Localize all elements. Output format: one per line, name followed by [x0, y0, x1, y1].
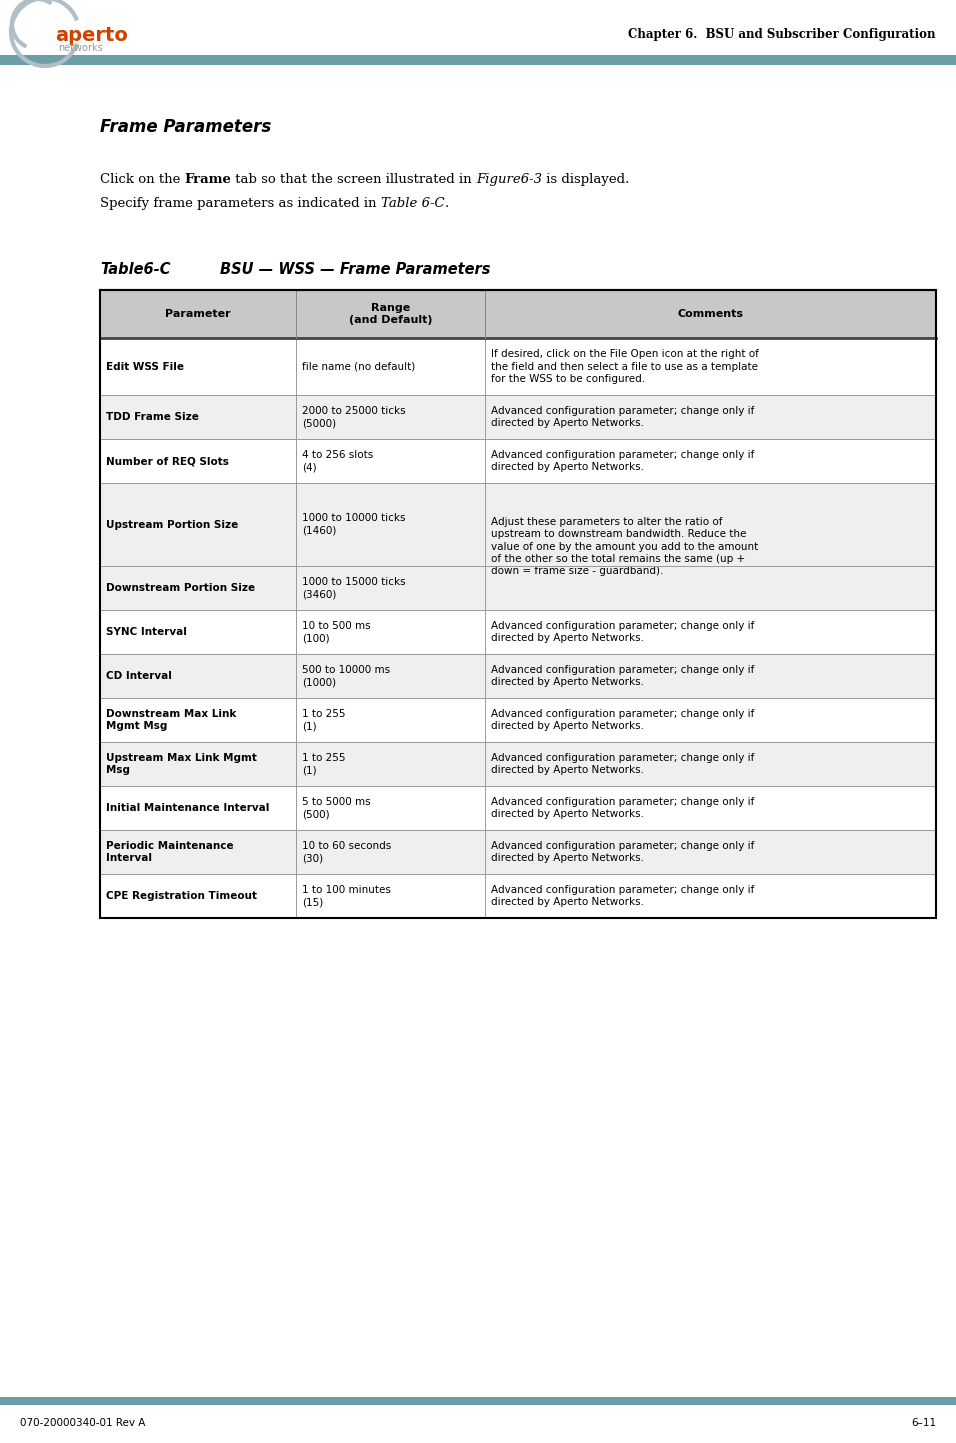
Text: Figure6-3: Figure6-3 — [476, 173, 542, 186]
Text: Downstream Max Link
Mgmt Msg: Downstream Max Link Mgmt Msg — [106, 709, 236, 732]
Bar — [0, 1397, 956, 1405]
Text: Advanced configuration parameter; change only if
directed by Aperto Networks.: Advanced configuration parameter; change… — [490, 753, 754, 775]
Text: 070-20000340-01 Rev A: 070-20000340-01 Rev A — [20, 1418, 145, 1429]
Text: Advanced configuration parameter; change only if
directed by Aperto Networks.: Advanced configuration parameter; change… — [490, 665, 754, 687]
Text: 1000 to 10000 ticks
(1460): 1000 to 10000 ticks (1460) — [302, 514, 406, 535]
Text: file name (no default): file name (no default) — [302, 362, 416, 371]
Text: Comments: Comments — [677, 309, 743, 319]
Text: Range
(and Default): Range (and Default) — [349, 303, 432, 325]
Text: Advanced configuration parameter; change only if
directed by Aperto Networks.: Advanced configuration parameter; change… — [490, 841, 754, 863]
Bar — [100, 610, 936, 654]
Text: Click on the: Click on the — [100, 173, 185, 186]
Text: CD Interval: CD Interval — [106, 671, 172, 681]
Text: is displayed.: is displayed. — [542, 173, 630, 186]
Text: BSU — WSS — Frame Parameters: BSU — WSS — Frame Parameters — [220, 263, 490, 277]
Text: networks: networks — [58, 43, 102, 53]
Text: Advanced configuration parameter; change only if
directed by Aperto Networks.: Advanced configuration parameter; change… — [490, 709, 754, 732]
Text: SYNC Interval: SYNC Interval — [106, 628, 186, 636]
Text: Initial Maintenance Interval: Initial Maintenance Interval — [106, 802, 270, 812]
Bar — [100, 742, 936, 786]
Bar — [100, 830, 936, 874]
Bar — [100, 566, 936, 610]
Bar — [100, 338, 936, 395]
Text: Edit WSS File: Edit WSS File — [106, 362, 184, 371]
Text: CPE Registration Timeout: CPE Registration Timeout — [106, 890, 257, 900]
Text: 1000 to 15000 ticks
(3460): 1000 to 15000 ticks (3460) — [302, 577, 406, 599]
Text: TDD Frame Size: TDD Frame Size — [106, 413, 199, 421]
Text: Advanced configuration parameter; change only if
directed by Aperto Networks.: Advanced configuration parameter; change… — [490, 797, 754, 820]
Text: .: . — [445, 198, 448, 211]
Bar — [100, 874, 936, 918]
Text: 2000 to 25000 ticks
(5000): 2000 to 25000 ticks (5000) — [302, 405, 406, 429]
Text: Upstream Max Link Mgmt
Msg: Upstream Max Link Mgmt Msg — [106, 753, 257, 775]
Text: 500 to 10000 ms
(1000): 500 to 10000 ms (1000) — [302, 665, 391, 687]
Bar — [100, 395, 936, 439]
Text: Adjust these parameters to alter the ratio of
upstream to downstream bandwidth. : Adjust these parameters to alter the rat… — [490, 517, 758, 576]
Text: If desired, click on the File Open icon at the right of
the field and then selec: If desired, click on the File Open icon … — [490, 349, 758, 384]
Bar — [100, 483, 936, 566]
Text: Parameter: Parameter — [165, 309, 231, 319]
Text: Frame: Frame — [185, 173, 231, 186]
Text: Periodic Maintenance
Interval: Periodic Maintenance Interval — [106, 841, 233, 863]
Text: Advanced configuration parameter; change only if
directed by Aperto Networks.: Advanced configuration parameter; change… — [490, 450, 754, 472]
Text: Number of REQ Slots: Number of REQ Slots — [106, 456, 228, 466]
Text: 10 to 500 ms
(100): 10 to 500 ms (100) — [302, 620, 371, 644]
Text: tab so that the screen illustrated in: tab so that the screen illustrated in — [231, 173, 476, 186]
Text: 10 to 60 seconds
(30): 10 to 60 seconds (30) — [302, 841, 392, 863]
Bar — [100, 786, 936, 830]
Text: 1 to 255
(1): 1 to 255 (1) — [302, 753, 346, 775]
Bar — [0, 55, 956, 65]
Bar — [100, 439, 936, 483]
Text: aperto: aperto — [55, 26, 128, 45]
Text: Table6-C: Table6-C — [100, 263, 170, 277]
Bar — [100, 654, 936, 698]
Text: Advanced configuration parameter; change only if
directed by Aperto Networks.: Advanced configuration parameter; change… — [490, 405, 754, 429]
Bar — [100, 290, 936, 338]
Text: 4 to 256 slots
(4): 4 to 256 slots (4) — [302, 450, 374, 472]
Bar — [100, 290, 936, 918]
Text: Advanced configuration parameter; change only if
directed by Aperto Networks.: Advanced configuration parameter; change… — [490, 885, 754, 908]
Text: Advanced configuration parameter; change only if
directed by Aperto Networks.: Advanced configuration parameter; change… — [490, 620, 754, 644]
Text: 1 to 100 minutes
(15): 1 to 100 minutes (15) — [302, 885, 391, 908]
Text: Specify frame parameters as indicated in: Specify frame parameters as indicated in — [100, 198, 380, 211]
Text: Table 6-C: Table 6-C — [380, 198, 445, 211]
Text: Upstream Portion Size: Upstream Portion Size — [106, 519, 238, 530]
Text: 1 to 255
(1): 1 to 255 (1) — [302, 709, 346, 732]
Text: Chapter 6.  BSU and Subscriber Configuration: Chapter 6. BSU and Subscriber Configurat… — [628, 27, 936, 40]
Text: 6–11: 6–11 — [911, 1418, 936, 1429]
Text: Frame Parameters: Frame Parameters — [100, 118, 272, 136]
Bar — [100, 698, 936, 742]
Text: 5 to 5000 ms
(500): 5 to 5000 ms (500) — [302, 797, 371, 820]
Text: Downstream Portion Size: Downstream Portion Size — [106, 583, 255, 593]
